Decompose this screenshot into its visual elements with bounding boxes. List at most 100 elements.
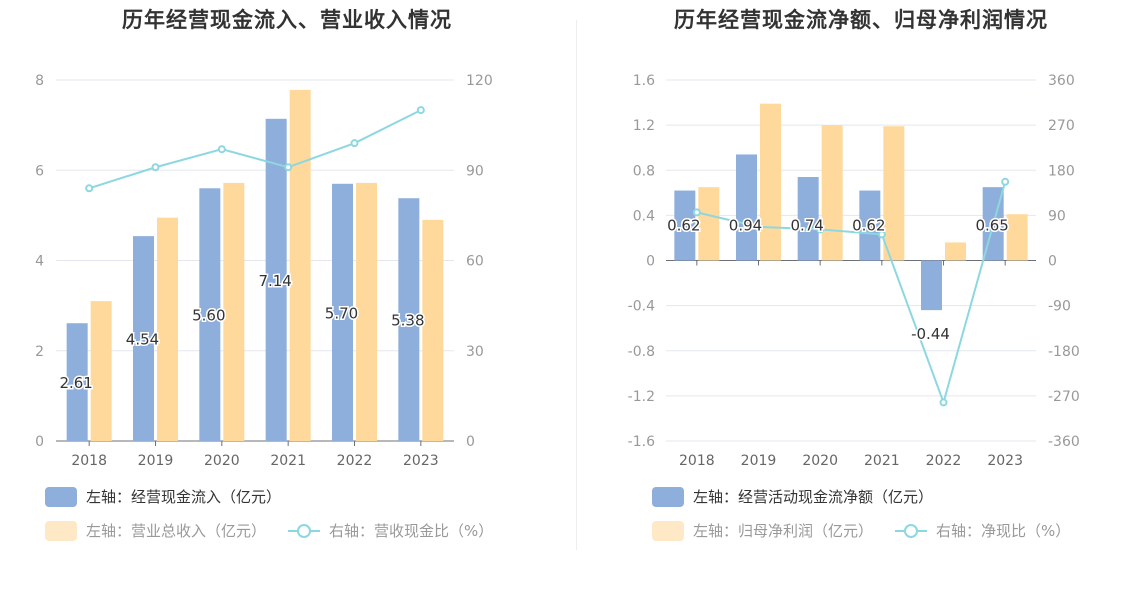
left-bar-series1	[199, 188, 221, 441]
left-legend-bar2-label: 左轴：营业总收入（亿元）	[86, 522, 267, 540]
right-left-tick-label: 0	[646, 254, 655, 270]
right-legend-bar2-label: 左轴：归母净利润（亿元）	[693, 522, 874, 540]
right-legend-bar1[interactable]: 左轴：经营活动现金流净额（亿元）	[652, 486, 933, 507]
right-right-tick-label: 0	[1048, 254, 1057, 270]
left-bar-series1	[398, 198, 420, 441]
left-data-label: 5.38	[391, 312, 424, 330]
left-x-tick-label: 2020	[204, 453, 240, 469]
left-legend-row-2: 左轴：营业总收入（亿元） 右轴：营收现金比（%）	[45, 520, 493, 541]
left-right-tick-label: 60	[466, 254, 484, 270]
left-data-label: 5.60	[192, 307, 225, 325]
left-left-tick-label: 6	[35, 163, 44, 179]
right-data-label: 0.62	[852, 217, 885, 235]
right-legend-bar1-swatch	[652, 486, 684, 507]
left-line-point	[284, 163, 293, 172]
line-marker-icon	[895, 521, 928, 541]
right-left-tick-label: 0.4	[633, 208, 655, 224]
right-bar-series2	[1006, 214, 1028, 261]
left-legend-bar2-swatch	[45, 520, 77, 541]
right-line-point	[877, 230, 886, 239]
right-data-label: 0.94	[729, 217, 762, 235]
right-left-tick-label: -1.2	[628, 389, 655, 405]
right-legend-bar2[interactable]: 左轴：归母净利润（亿元）	[652, 520, 873, 541]
right-right-tick-label: -270	[1048, 389, 1080, 405]
right-bar-series1	[859, 190, 881, 261]
left-bar-series1	[332, 183, 353, 441]
left-bar-series1	[265, 118, 287, 442]
right-bar-series1	[674, 190, 696, 261]
right-bar-series2	[945, 242, 966, 261]
left-line-series	[88, 109, 422, 190]
right-left-tick-label: 0.8	[633, 163, 655, 179]
right-line-point	[816, 225, 825, 234]
left-data-label: 7.14	[258, 272, 291, 290]
left-bar-series2	[223, 182, 245, 441]
right-legend-bar2-swatch	[652, 520, 684, 541]
right-chart-title: 历年经营现金流净额、归母净利润情况	[674, 8, 1048, 32]
right-data-label: -0.44	[911, 325, 950, 343]
left-line-point	[85, 184, 94, 193]
right-x-tick-label: 2020	[802, 453, 838, 469]
right-chart-plot: -1.6 -360 -1.2 -270 -0.8 -180 -0.4 -90 0 0 0.4 90 0.…	[628, 73, 1080, 469]
left-line-point	[416, 106, 425, 115]
right-x-tick-label: 2018	[679, 453, 715, 469]
right-bar-series2	[821, 125, 843, 261]
right-data-label: 0.62	[667, 217, 700, 235]
right-left-tick-label: -1.6	[628, 434, 655, 450]
right-bar-series2	[883, 126, 905, 261]
right-x-tick-label: 2021	[864, 453, 900, 469]
right-bar-series1	[736, 154, 757, 261]
right-line-point	[692, 208, 701, 217]
left-x-tick-label: 2018	[71, 453, 107, 469]
right-line-point	[1001, 177, 1010, 186]
right-bar-series2	[760, 103, 781, 261]
left-x-tick-label: 2023	[403, 453, 439, 469]
left-line-point	[217, 145, 226, 154]
right-data-label: 0.74	[790, 217, 823, 235]
right-x-tick-label: 2023	[987, 453, 1023, 469]
left-right-tick-label: 0	[466, 434, 475, 450]
right-bar-series2	[698, 187, 720, 261]
left-legend-line-label: 右轴：营收现金比（%）	[329, 522, 494, 540]
right-left-tick-label: 1.2	[633, 118, 655, 134]
left-bar-series2	[90, 301, 112, 441]
right-right-tick-label: -90	[1048, 299, 1071, 315]
right-right-tick-label: 270	[1048, 118, 1075, 134]
left-legend-line[interactable]: 右轴：营收现金比（%）	[288, 520, 493, 541]
left-data-label: 2.61	[59, 374, 92, 392]
left-bar-series1	[133, 236, 154, 441]
left-legend-bar1-label: 左轴：经营现金流入（亿元）	[86, 488, 282, 506]
right-legend-bar1-label: 左轴：经营活动现金流净额（亿元）	[693, 488, 934, 506]
left-bar-series2	[356, 182, 377, 441]
left-chart-title: 历年经营现金流入、营业收入情况	[122, 8, 452, 32]
left-right-tick-label: 30	[466, 344, 484, 360]
right-x-tick-label: 2019	[741, 453, 777, 469]
right-legend-line-label: 右轴：净现比（%）	[936, 522, 1071, 540]
panel-divider	[576, 20, 577, 550]
left-bar-series1	[66, 323, 88, 441]
right-line-series	[696, 181, 1007, 406]
right-right-tick-label: 360	[1048, 73, 1075, 89]
left-chart-panel: 历年经营现金流入、营业收入情况 0 0 2 30 4 60 6 90 8 120 2018 2019 2…	[35, 8, 493, 541]
right-right-tick-label: -360	[1048, 434, 1080, 450]
right-left-tick-label: -0.4	[628, 299, 655, 315]
left-x-tick-label: 2021	[270, 453, 306, 469]
right-line-point	[754, 222, 763, 231]
left-x-tick-label: 2022	[337, 453, 373, 469]
left-legend-row-1: 左轴：经营现金流入（亿元）	[45, 486, 281, 507]
line-marker-icon	[288, 521, 321, 541]
right-legend-line[interactable]: 右轴：净现比（%）	[895, 520, 1070, 541]
left-legend-bar1-swatch	[45, 486, 77, 507]
left-left-tick-label: 8	[35, 73, 44, 89]
left-left-tick-label: 4	[35, 254, 44, 270]
right-data-label: 0.65	[975, 217, 1008, 235]
left-left-tick-label: 0	[35, 434, 44, 450]
right-x-tick-label: 2022	[926, 453, 962, 469]
right-left-tick-label: 1.6	[633, 73, 655, 89]
left-x-tick-label: 2019	[138, 453, 174, 469]
left-legend-bar2[interactable]: 左轴：营业总收入（亿元）	[45, 520, 266, 541]
left-legend-bar1[interactable]: 左轴：经营现金流入（亿元）	[45, 486, 281, 507]
left-line-point	[350, 139, 359, 148]
right-line-point	[939, 398, 948, 407]
left-left-tick-label: 2	[35, 344, 44, 360]
